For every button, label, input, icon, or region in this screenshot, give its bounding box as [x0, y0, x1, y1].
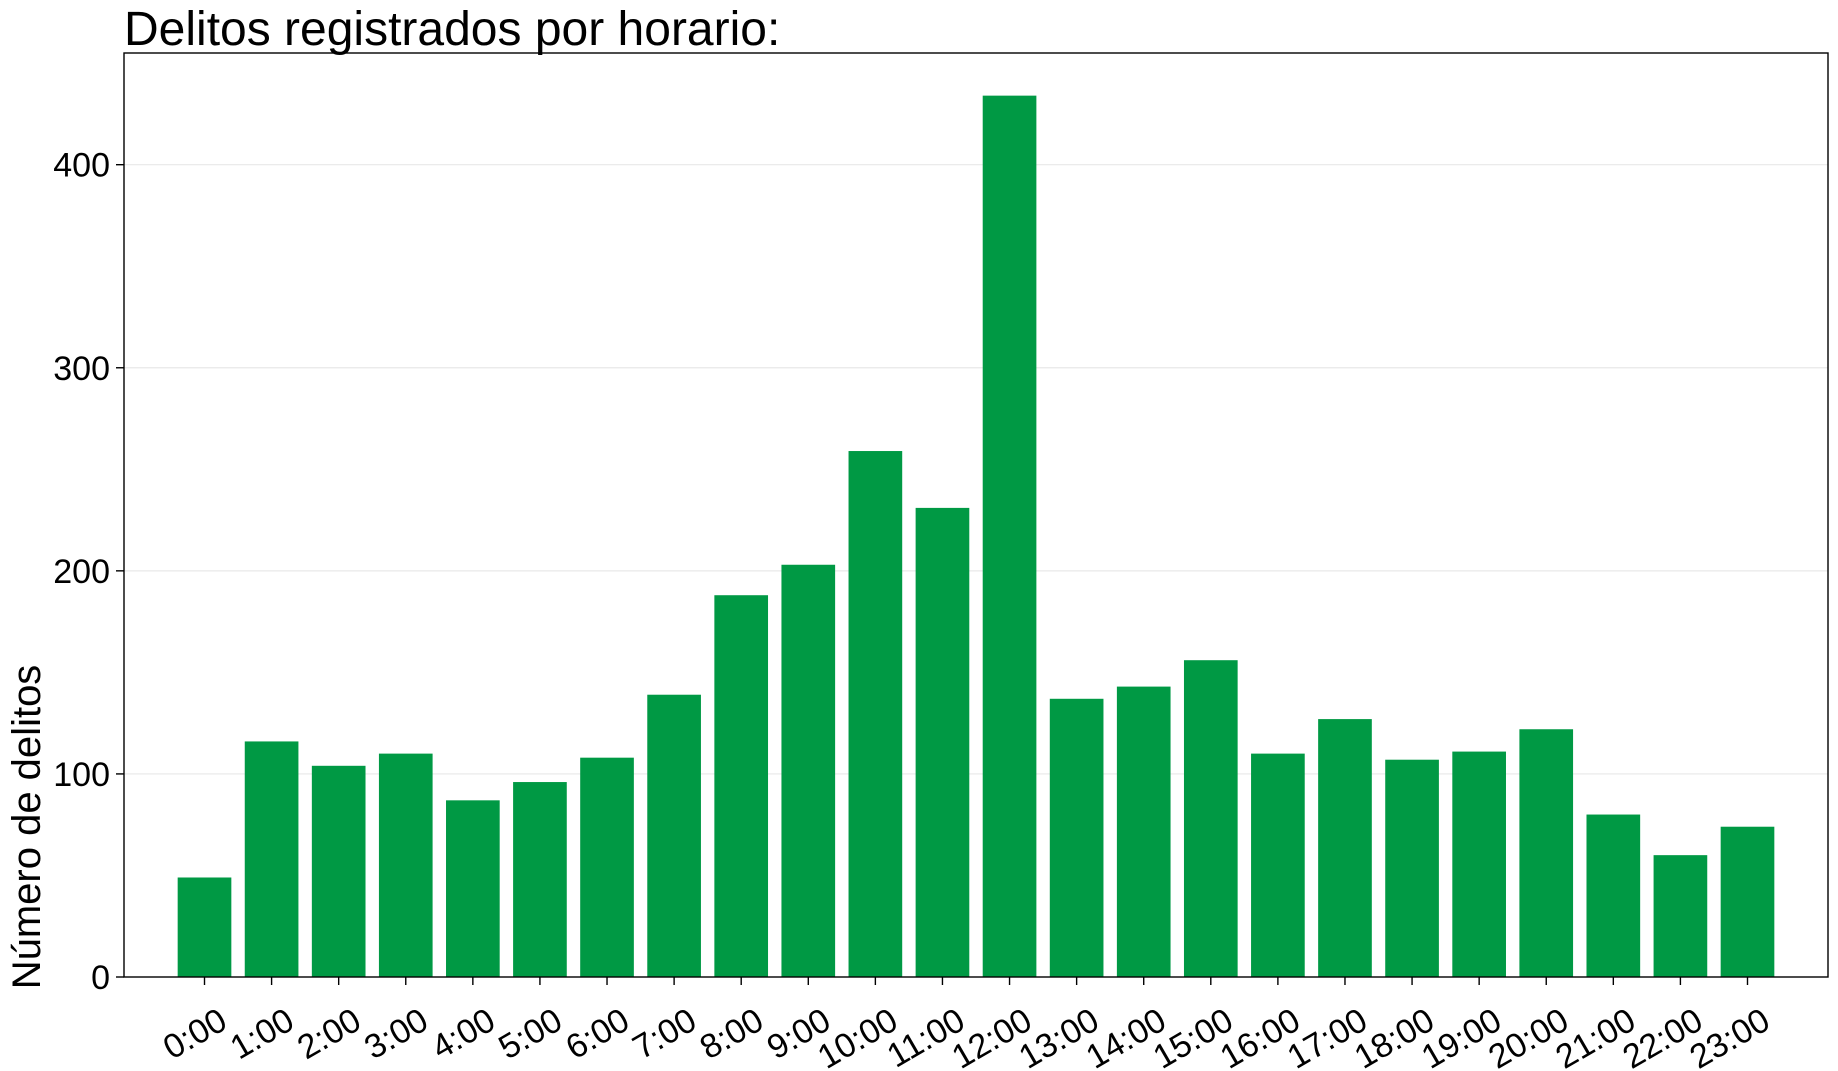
- bars: [177, 95, 1775, 977]
- bar: [781, 564, 836, 977]
- bar: [446, 800, 500, 977]
- y-axis-label: Número de delitos: [5, 665, 49, 990]
- x-tick-label: 4:00: [425, 1001, 501, 1067]
- x-tick-label: 6:00: [559, 1001, 635, 1067]
- bar: [1452, 751, 1506, 977]
- y-axis-ticks: 0 100 200 300 400: [53, 147, 124, 997]
- plot-frame: [123, 52, 1829, 978]
- y-tick-label: 400: [53, 147, 110, 185]
- bar: [1183, 660, 1238, 977]
- chart-title: Delitos registrados por horario:: [124, 3, 780, 56]
- bar: [1318, 719, 1372, 977]
- x-tick-label: 1:00: [224, 1001, 300, 1067]
- x-axis-ticks: 0:001:002:003:004:005:006:007:008:009:00…: [157, 977, 1776, 1071]
- bar: [177, 877, 232, 977]
- x-tick-label: 0:00: [157, 1001, 233, 1067]
- y-tick-label: 200: [53, 553, 110, 591]
- bar: [1720, 826, 1775, 977]
- x-tick-label: 2:00: [291, 1001, 367, 1067]
- bar: [1116, 686, 1171, 977]
- bar: [311, 765, 366, 977]
- x-tick-label: 5:00: [492, 1001, 568, 1067]
- bar: [1519, 729, 1574, 977]
- x-tick-label: 3:00: [358, 1001, 434, 1067]
- x-tick-label: 23:00: [1684, 1001, 1777, 1071]
- bar: [1049, 698, 1104, 977]
- bar: [1251, 753, 1305, 977]
- bar: [982, 95, 1037, 977]
- bar: [1586, 814, 1641, 977]
- bar: [915, 507, 970, 977]
- y-tick-label: 100: [53, 756, 110, 794]
- bar: [647, 694, 701, 977]
- bar: [378, 753, 433, 977]
- y-tick-label: 0: [91, 959, 110, 997]
- bar: [244, 741, 299, 977]
- bar: [580, 757, 634, 977]
- bar: [1653, 855, 1708, 977]
- x-tick-label: 7:00: [627, 1001, 703, 1067]
- grid: [124, 164, 1828, 775]
- bar: [513, 782, 567, 977]
- bar: [714, 595, 769, 977]
- bar: [848, 451, 903, 977]
- x-tick-label: 8:00: [694, 1001, 770, 1067]
- bar: [1385, 759, 1439, 977]
- y-tick-label: 300: [53, 350, 110, 388]
